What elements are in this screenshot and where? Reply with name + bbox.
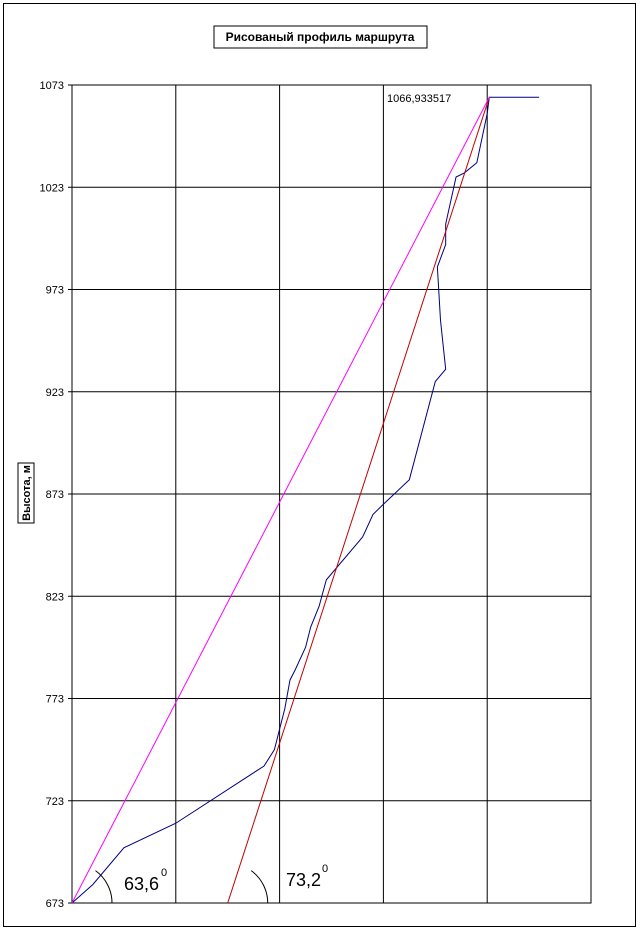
y-tick-label: 1023 — [40, 182, 64, 194]
angle-label-left: 63,6 — [124, 874, 159, 894]
y-axis-label-box — [17, 462, 35, 524]
grid — [68, 84, 592, 904]
series-line-0 — [71, 96, 540, 904]
chart-frame — [3, 3, 636, 927]
angle-label-right: 73,2 — [286, 870, 321, 890]
y-tick-labels: 673 723 773 823 873 923 973 1023 1073 — [40, 80, 64, 910]
y-tick-label: 873 — [46, 489, 64, 501]
angle-arc-right — [250, 870, 269, 904]
angle-left-value: 63,6 — [124, 874, 159, 894]
y-tick-label: 773 — [46, 694, 64, 706]
y-tick-label: 1073 — [40, 80, 64, 92]
angle-left-degree: 0 — [161, 867, 167, 879]
angle-arc-left — [95, 870, 113, 904]
y-tick-label: 723 — [46, 796, 64, 808]
angle-right-value: 73,2 — [286, 870, 321, 890]
y-tick-label: 973 — [46, 285, 64, 297]
angle-right-degree: 0 — [322, 863, 328, 875]
chart-title-box — [213, 25, 428, 49]
y-axis-label: Высота, м — [21, 465, 33, 521]
y-tick-label: 923 — [46, 387, 64, 399]
series-line-2 — [71, 97, 490, 904]
angle-arcs — [95, 870, 269, 904]
chart-title: Рисованый профиль маршрута — [226, 30, 415, 44]
y-tick-label: 823 — [46, 591, 64, 603]
series-lines — [71, 96, 540, 904]
peak-value-annotation: 1066,933517 — [387, 93, 451, 105]
y-tick-label: 673 — [46, 898, 64, 910]
series-line-1 — [227, 97, 490, 904]
